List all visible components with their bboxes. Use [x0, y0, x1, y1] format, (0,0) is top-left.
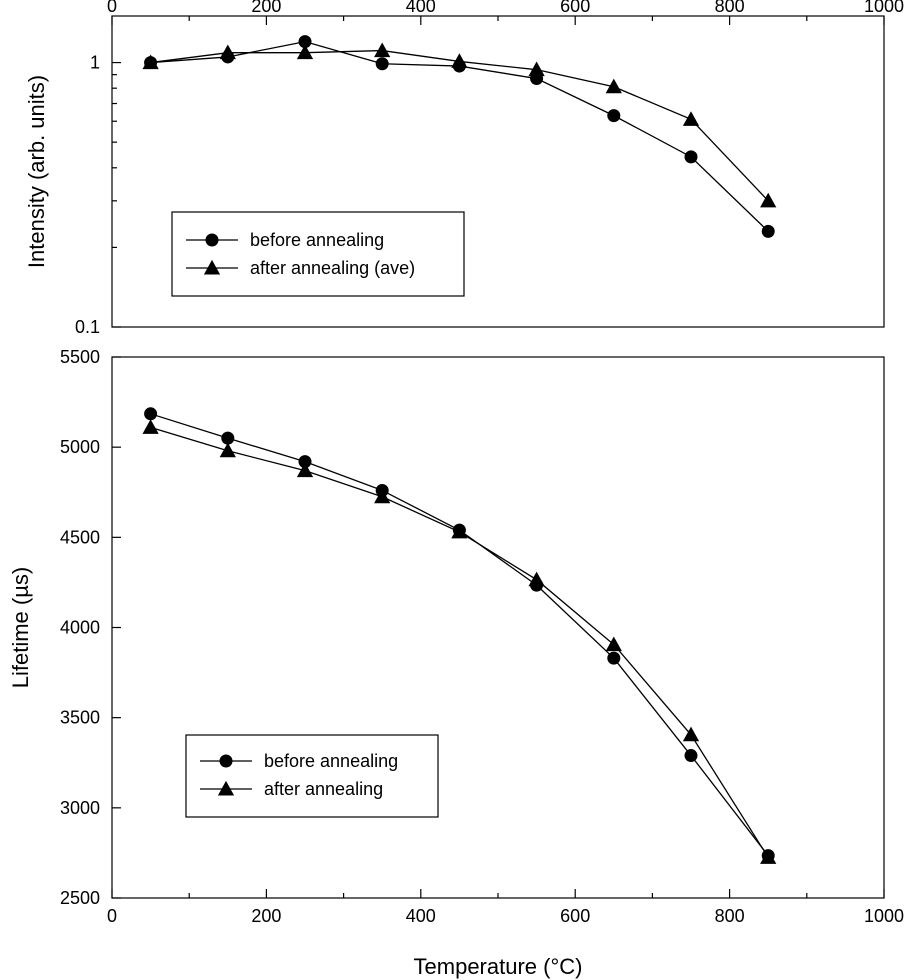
y-tick-label: 4500 [60, 527, 100, 547]
x-tick-label: 800 [715, 0, 745, 16]
data-point-series-2 [605, 78, 622, 94]
series-line-2 [150, 49, 769, 202]
y-tick-label: 3500 [60, 708, 100, 728]
y-axis-title: Intensity (arb. units) [24, 75, 49, 268]
intensity-panel: 0 200 400 600 800 1000 0.1 1 Intensity (arb. uni… [24, 0, 904, 337]
x-tick-label: 600 [560, 0, 590, 16]
data-point-series-2 [528, 61, 545, 77]
data-point-series-2 [296, 44, 314, 60]
legend-marker-2 [203, 259, 221, 275]
x-axis-title: Temperature (°C) [414, 954, 583, 979]
data-point-series-2 [219, 44, 236, 60]
x-tick-label: 200 [251, 0, 281, 16]
y-tick-label: 5500 [60, 347, 100, 367]
x-tick-label: 400 [406, 0, 436, 16]
data-point-series-1 [607, 109, 621, 123]
data-point-series-2 [760, 192, 777, 208]
data-point-series-1 [761, 224, 775, 238]
legend-label-1: before annealing [250, 230, 384, 250]
data-point-series-1 [144, 407, 158, 421]
legend-marker-2 [217, 780, 235, 796]
data-point-series-1 [298, 35, 312, 49]
x-tick-label: 0 [107, 0, 117, 16]
x-tick-label: 0 [107, 906, 117, 926]
data-point-series-2 [451, 523, 468, 539]
legend-marker-1 [219, 754, 233, 768]
y-tick-label: 5000 [60, 437, 100, 457]
data-point-series-2 [296, 462, 314, 478]
data-point-series-1 [684, 150, 698, 164]
legend-box [171, 211, 465, 297]
data-point-series-2 [219, 442, 236, 458]
data-point-series-2 [374, 488, 391, 504]
data-point-series-1 [375, 57, 389, 71]
legend-marker-1 [205, 233, 219, 247]
x-tick-label: 600 [560, 906, 590, 926]
y-tick-label: 2500 [60, 888, 100, 908]
data-point-series-2 [682, 726, 700, 742]
data-point-series-2 [142, 419, 159, 434]
legend-label-1: before annealing [264, 751, 398, 771]
y-axis-title: Lifetime (µs) [8, 567, 33, 688]
y-tick-label: 4000 [60, 618, 100, 638]
data-point-series-2 [142, 54, 159, 70]
data-point-series-1 [221, 431, 235, 445]
data-point-series-2 [760, 849, 777, 864]
data-point-series-2 [528, 571, 545, 587]
legend-box [185, 734, 439, 818]
data-point-series-1 [607, 651, 621, 665]
y-tick-label: 0.1 [75, 317, 100, 337]
data-point-series-2 [451, 53, 468, 68]
x-tick-label: 200 [251, 906, 281, 926]
y-tick-label: 1 [90, 53, 100, 73]
data-point-series-1 [298, 455, 312, 469]
x-tick-label: 1000 [864, 0, 904, 16]
data-point-series-2 [374, 42, 391, 58]
x-tick-label: 1000 [864, 906, 904, 926]
legend-label-2: after annealing [264, 779, 383, 799]
legend-label-2: after annealing (ave) [250, 258, 415, 278]
lifetime-panel: 0 200 400 600 800 1000 2500 3000 3500 4000 4500 500… [8, 347, 904, 979]
data-point-series-2 [605, 636, 622, 652]
x-tick-label: 400 [406, 906, 436, 926]
y-tick-label: 3000 [60, 798, 100, 818]
data-point-series-2 [682, 111, 700, 126]
x-tick-label: 800 [715, 906, 745, 926]
data-point-series-1 [684, 749, 698, 763]
